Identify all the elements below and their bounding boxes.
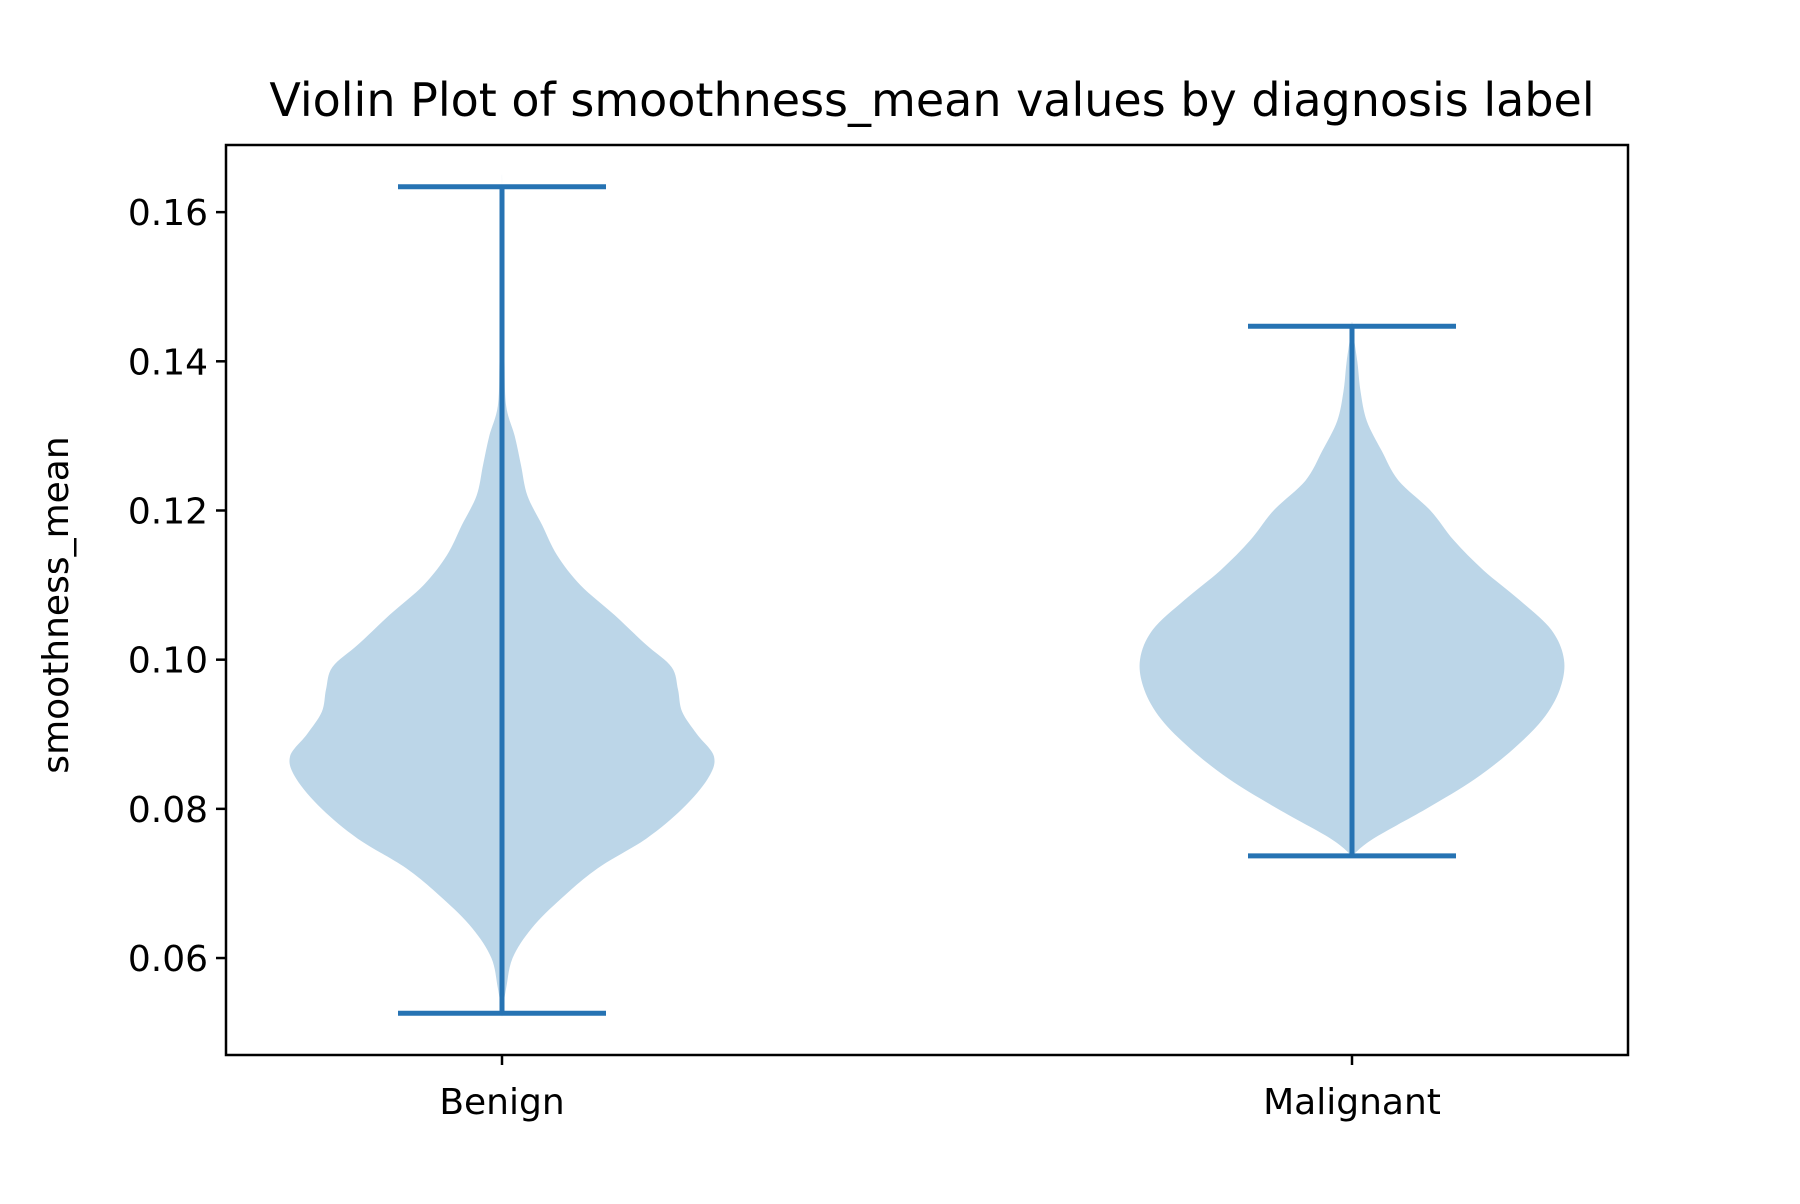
- y-tick-label: 0.08: [128, 790, 208, 831]
- x-tick-label: Malignant: [1263, 1082, 1441, 1123]
- y-tick-label: 0.06: [128, 939, 208, 980]
- chart-title: Violin Plot of smoothness_mean values by…: [269, 73, 1594, 127]
- y-tick-label: 0.12: [128, 491, 208, 532]
- y-tick-label: 0.14: [128, 342, 208, 383]
- plot-frame: [224, 143, 1630, 1057]
- x-tick-label: Benign: [439, 1082, 564, 1123]
- y-axis-label: smoothness_mean: [36, 436, 77, 773]
- y-tick-label: 0.16: [128, 193, 208, 234]
- y-tick-label: 0.10: [128, 641, 208, 682]
